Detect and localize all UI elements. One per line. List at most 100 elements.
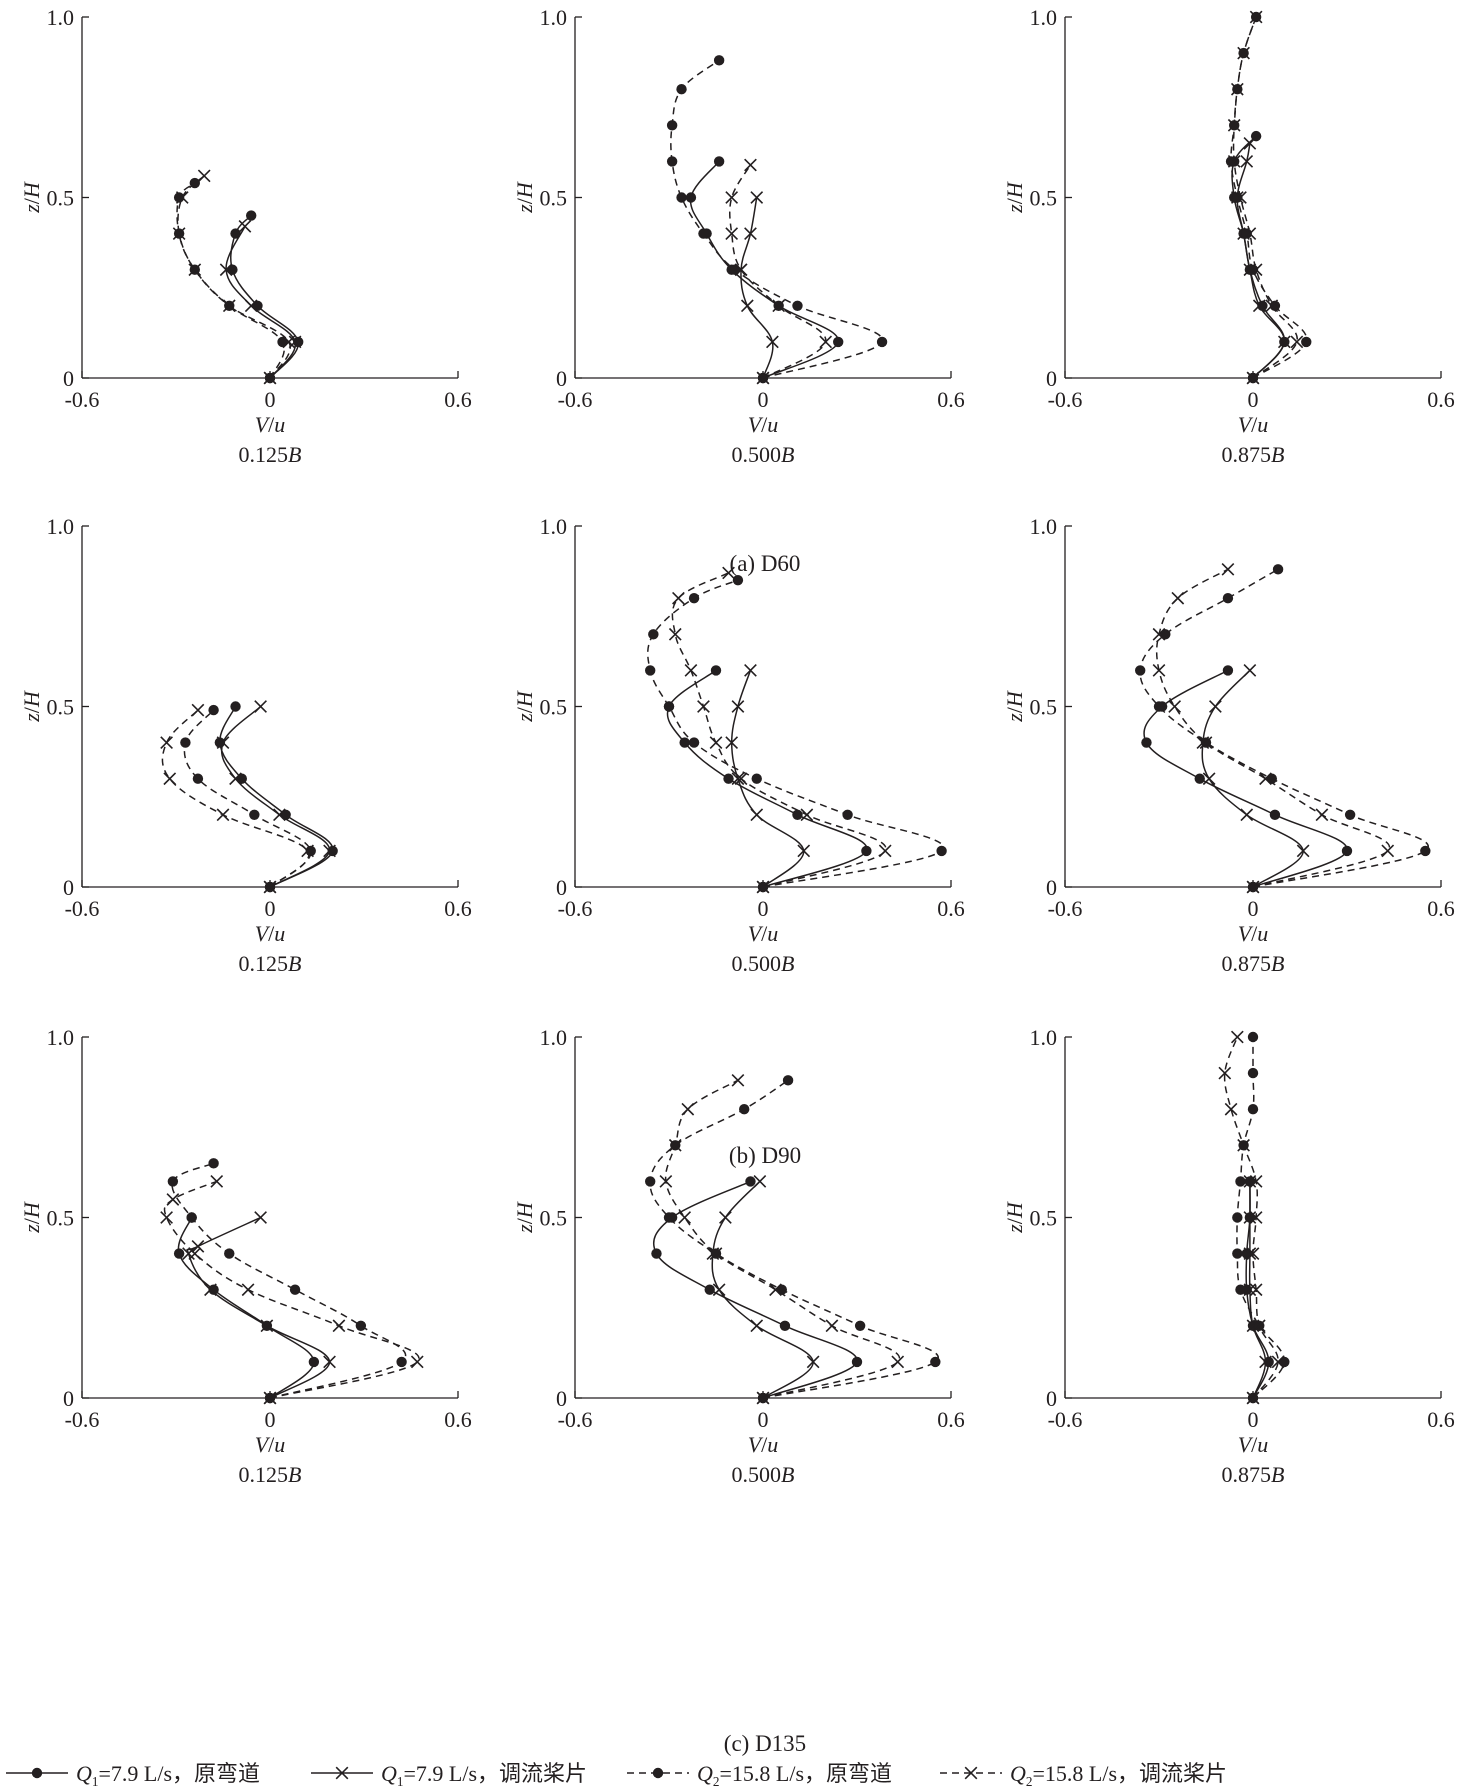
panel-d135-0500b-ytick-label-1: 0.5 — [540, 1206, 568, 1231]
panel-d90-0875b-series-3-point-9-dot-marker — [1272, 564, 1284, 575]
panel-d90-0500b-series-3-point-7-dot-marker — [648, 629, 659, 640]
panel-d135-0125b-series-3 — [167, 1158, 407, 1404]
panel-d90-0500b-series-4-point-3-cross-marker — [734, 772, 748, 786]
panel-d60-0875b-series-2-point-6-cross-marker — [1240, 155, 1254, 168]
panel-d90-0125b-ylabel-part-2: H — [19, 690, 44, 708]
panel-d135-0500b-series-1-point-2-dot-marker — [779, 1320, 791, 1332]
panel-d90-0875b-xlabel-part-2: u — [1257, 921, 1268, 946]
legend-item-3-dot-marker — [652, 1767, 664, 1779]
panel-d60-0125b-series-4-point-4-cross-marker — [172, 227, 186, 240]
panel-d60-0500b-series-4-point-1-cross-marker — [819, 335, 833, 349]
panel-d60-0875b-series-2-point-2-cross-stroke-b — [1252, 299, 1266, 313]
panel-d90-0500b-xtick-label-0: -0.6 — [558, 896, 593, 921]
panel-d135-0500b-series-4-point-6-cross-stroke-b — [659, 1175, 673, 1188]
panel-d135-0125b-series-2-point-1-cross-marker — [323, 1355, 336, 1369]
panel-d90-0500b-series-2-point-5-cross-marker — [731, 700, 745, 713]
panel-d90-0125b-series-4-point-3-cross-stroke-b — [163, 772, 177, 786]
panel-d60-0500b-series-2-point-2-cross-stroke-b — [740, 299, 754, 313]
panel-d135-0875b-series-2-point-3-cross-stroke-b — [1243, 1283, 1257, 1297]
panel-d135-0500b-series-4-point-2-cross-marker — [825, 1319, 839, 1333]
panel-d60-0875b-series-4-point-6-cross-marker — [1227, 155, 1241, 168]
panel-d90-0125b-ytick-label-2: 1.0 — [47, 514, 75, 539]
panel-d135-0875b-series-3-point-10-dot-marker — [1247, 1031, 1259, 1043]
panel-d90-0500b-ytick-label-2: 1.0 — [540, 514, 568, 539]
panel-d135-0875b-ylabel-part-2: H — [1002, 1201, 1027, 1219]
panel-d90-0875b-series-2-point-5-cross-stroke-b — [1209, 700, 1222, 713]
panel-d60-0500b-xtick-label-2: 0.6 — [937, 387, 965, 412]
panel-d90-0125b-series-2-point-2-cross-stroke-b — [273, 808, 286, 822]
panel-d135-0500b-series-4-point-6-cross-marker — [659, 1175, 673, 1188]
legend-item-2-cross-stroke-b — [335, 1766, 349, 1780]
panel-d135-0500b-series-4-point-4-cross-marker — [709, 1247, 723, 1260]
panel-d135-0875b-series-4-point-5-cross-stroke-b — [1249, 1211, 1263, 1224]
panel-d135-0875b-series-4-point-10-cross-marker — [1230, 1030, 1244, 1044]
panel-d135-0125b-ylabel-part-1: / — [19, 1217, 44, 1224]
panel-d135-0875b-series-2-point-5-cross-stroke-b — [1243, 1211, 1257, 1224]
panel-d90-0500b-series-3-point-9-dot-marker — [732, 574, 744, 586]
panel-d90-0500b-xlabel-part-0: V — [748, 921, 764, 946]
panel-d135-0500b-series-4-point-7-cross-stroke-b — [668, 1138, 682, 1152]
panel-d90-0125b-series-4-point-5-cross-marker — [191, 703, 205, 717]
panel-d135-0125b-series-2-point-5-cross-marker — [191, 1240, 205, 1253]
legend-item-4-label-part-1: 2 — [1026, 1774, 1033, 1788]
panel-d90-0875b-series-2-point-6-cross-stroke-b — [1243, 664, 1257, 677]
panel-d60-0125b-xtick-label-0: -0.6 — [65, 387, 100, 412]
panel-d135-0500b-ylabel-part-2: H — [512, 1201, 537, 1219]
panel-d135-0500b-series-1-point-3-dot-marker — [704, 1284, 715, 1295]
panels: -0.6 0 0.600.51.0V/uz/H0.125B-0.6 0 0.600.51… — [19, 5, 1455, 1487]
panel-d135-0500b-xlabel-part-0: V — [748, 1432, 764, 1457]
panel-d90-0500b-series-4-point-7-cross-stroke-b — [668, 627, 682, 641]
panel-d60-0125b-series-2-point-2-cross-marker — [244, 299, 258, 313]
panel-d135-0125b-position-label-part-1: B — [288, 1462, 301, 1487]
panel-d60-0125b-xlabel-part-2: u — [274, 412, 285, 437]
panel-d135-0125b: -0.6 0 0.600.51.0V/uz/H0.125B — [19, 1025, 472, 1487]
panel-d60-0125b-xlabel-part-1: / — [268, 412, 275, 437]
panel-d60-0875b-series-4-point-1-cross-stroke-b — [1290, 335, 1304, 349]
panel-d135-0875b-xtick-label-0: -0.6 — [1048, 1407, 1083, 1432]
panel-d60-0125b-ylabel-part-0: z — [19, 204, 44, 214]
panel-d135-0500b-series-4-point-5-cross-stroke-b — [678, 1211, 692, 1224]
panel-d135-0875b-series-2-point-6-cross-stroke-b — [1243, 1175, 1257, 1188]
panel-d90-0500b-series-1-point-4-dot-marker — [679, 737, 690, 748]
panel-d60-0500b-ytick-label-0: 0 — [556, 366, 567, 391]
panel-d135-0875b-position-label-part-0: 0.875 — [1222, 1462, 1272, 1487]
panel-d60-0500b-series-3-point-5-dot-marker — [676, 192, 687, 203]
panel-d135-0875b-series-3-point-5-dot-marker — [1232, 1212, 1243, 1223]
panel-d90-0875b-series-4 — [1152, 562, 1395, 894]
panel-d135-0500b-series-4-point-0-cross-marker — [756, 1391, 770, 1405]
panel-d60-0500b: -0.6 0 0.600.51.0V/uz/H0.500B — [512, 5, 965, 467]
panel-d135-0500b-series-3-point-2-dot-marker — [854, 1320, 866, 1332]
panel-d135-0875b-series-4-point-8-cross-marker — [1224, 1102, 1238, 1116]
panel-d90-0125b-series-4-point-2-cross-marker — [216, 808, 230, 822]
row-caption-c: (c) D135 — [724, 1731, 806, 1756]
panel-d135-0125b-xlabel-part-2: u — [274, 1432, 285, 1457]
panel-d135-0875b-series-3-point-9-dot-marker — [1247, 1067, 1259, 1079]
panel-d60-0875b: -0.6 0 0.600.51.0V/uz/H0.875B — [1002, 5, 1455, 467]
panel-d135-0875b-series-2-point-1-cross-stroke-b — [1259, 1355, 1272, 1369]
panel-d60-0500b-series-3-point-6-dot-marker — [666, 156, 678, 167]
panel-d90-0875b-series-4-point-2-cross-stroke-b — [1315, 808, 1329, 822]
panel-d90-0875b-series-2-point-2-cross-stroke-b — [1240, 808, 1254, 822]
panel-d90-0125b-series-2 — [216, 700, 336, 894]
panel-d60-0875b-series-4-point-0-cross-marker — [1246, 371, 1260, 385]
panel-d60-0500b-series-4 — [725, 158, 833, 385]
panel-d90-0500b-series-4-point-8-cross-marker — [672, 591, 685, 605]
panel-d135-0125b-series-4-point-5-cross-stroke-b — [160, 1211, 173, 1224]
panel-d60-0500b-series-4-point-2-cross-marker — [772, 299, 786, 313]
panel-d90-0500b-series-3-point-4-dot-marker — [688, 737, 700, 748]
panel-d90-0875b-series-4-point-9-cross-marker — [1221, 562, 1235, 576]
panel-d60-0875b-series-4-point-7-cross-stroke-b — [1227, 118, 1241, 132]
panel-d135-0500b-series-1-point-4-dot-marker — [651, 1248, 662, 1259]
panel-d90-0125b-series-4-point-2-cross-stroke-b — [216, 808, 230, 822]
legend: Q1=7.9 L/s，原弯道 Q1=7.9 L/s，调流桨片 Q2=15.8 L/s… — [6, 1761, 1227, 1788]
panel-d135-0125b-position-label-part-0: 0.125 — [239, 1462, 289, 1487]
panel-d60-0125b-series-2-point-1-cross-stroke-b — [288, 335, 302, 349]
panel-d90-0875b-series-1-point-1-dot-marker — [1341, 845, 1353, 857]
panel-d90-0125b-xtick-label-1: 0 — [265, 896, 276, 921]
panel-d60-0125b-ylabel: z/H — [19, 181, 44, 214]
panel-d90-0125b-series-4-point-3-cross-marker — [163, 772, 177, 786]
panel-d135-0875b-series-4-point-6-cross-stroke-b — [1249, 1175, 1263, 1188]
panel-d60-0875b-position-label: 0.875B — [1222, 442, 1285, 467]
panel-d90-0125b-ytick-label-1: 0.5 — [47, 695, 75, 720]
panel-d60-0875b-series-4-point-9-cross-marker — [1237, 46, 1250, 60]
